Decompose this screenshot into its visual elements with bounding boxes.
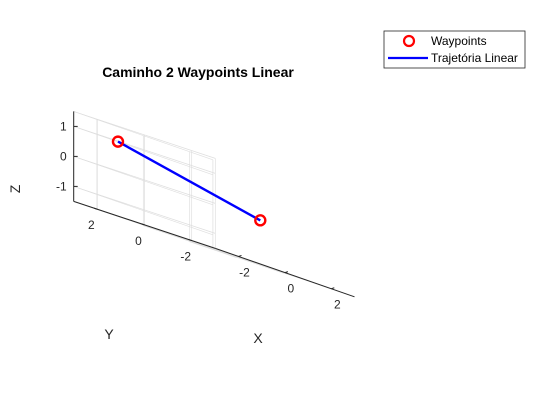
legend-waypoints-label: Waypoints: [431, 34, 487, 48]
x-tick: [238, 254, 242, 257]
axes-layer: -2 0 2 -2 0 2 -1 0 1 X Y Z: [7, 111, 355, 346]
y-tick: [94, 207, 98, 210]
legend-trajectory-label: Trajetória Linear: [431, 51, 518, 65]
legend: Waypoints Trajetória Linear: [383, 30, 526, 69]
waypoint-marker: [111, 135, 125, 148]
trajectory-line: [117, 140, 261, 222]
z-tick-label: -1: [56, 179, 67, 193]
y-tick: [141, 223, 145, 226]
grid-line-wall-y-horizontal: [73, 186, 214, 236]
grid-line-wall-y-horizontal: [73, 126, 214, 176]
y-tick-label: 0: [135, 234, 142, 248]
box-edge-top-back-y: [73, 111, 216, 159]
grid-line-wall-x-horizontal: [73, 156, 216, 204]
y-tick-label: -2: [180, 250, 191, 264]
y-tick-label: 2: [88, 218, 95, 232]
z-tick-label: 0: [60, 149, 67, 163]
data-layer: [111, 135, 267, 227]
y-axis-label: Y: [104, 326, 114, 342]
z-axis-label: Z: [7, 184, 23, 193]
waypoint-marker: [254, 214, 267, 227]
chart-title: Caminho 2 Waypoints Linear: [102, 64, 294, 80]
legend-waypoints-marker: [402, 34, 416, 48]
x-axis-label: X: [253, 330, 263, 346]
grid-line-wall-y-horizontal: [73, 156, 214, 206]
grid-layer: [73, 111, 332, 290]
grid-line-wall-x-horizontal: [73, 186, 216, 234]
box-edge-top-back-x: [73, 111, 214, 161]
y-tick: [188, 239, 192, 242]
x-tick-label: -2: [239, 265, 250, 279]
z-tick-label: 1: [60, 119, 67, 133]
x-tick: [284, 271, 289, 274]
x-tick-label: 2: [334, 298, 341, 312]
grid-line-wall-x-horizontal: [73, 126, 216, 174]
x-tick: [331, 287, 335, 290]
x-tick-label: 0: [288, 282, 295, 296]
